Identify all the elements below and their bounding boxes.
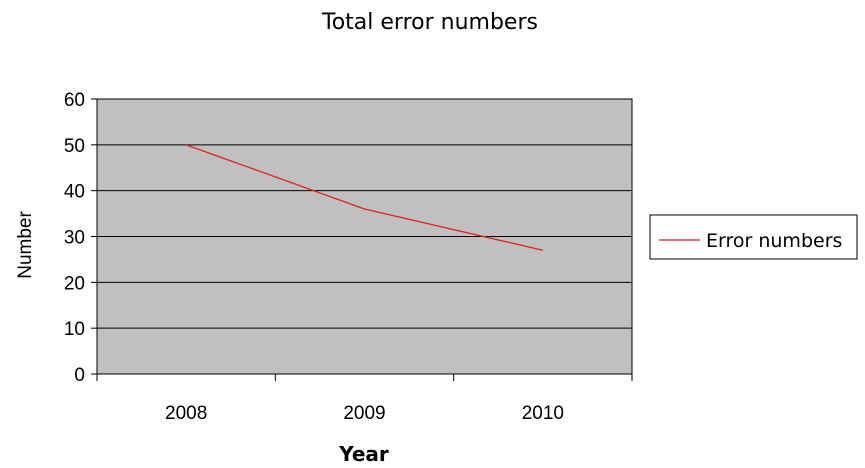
legend-label: Error numbers: [706, 230, 842, 252]
x-axis: 2008 2009 2010: [96, 374, 633, 424]
y-tick-label: 10: [64, 319, 85, 340]
x-axis-label: Year: [338, 442, 389, 466]
y-axis: 0 10 20 30 40 50 60: [64, 90, 97, 386]
y-axis-label: Number: [15, 211, 36, 279]
x-tick-label: 2010: [522, 403, 564, 424]
x-tick-label: 2009: [343, 403, 385, 424]
y-tick-label: 20: [64, 273, 85, 294]
series-layer: [185, 144, 543, 251]
chart-title: Total error numbers: [321, 10, 538, 35]
y-tick-label: 40: [64, 182, 85, 203]
legend-box: [649, 214, 858, 260]
y-tick-label: 60: [64, 90, 85, 111]
x-tick-label: 2008: [165, 403, 207, 424]
legend: Error numbers: [649, 214, 858, 260]
y-tick-label: 30: [64, 228, 85, 249]
y-tick-label: 0: [74, 365, 85, 386]
series-line-error-numbers: [185, 144, 543, 251]
y-tick-label: 50: [64, 136, 85, 157]
